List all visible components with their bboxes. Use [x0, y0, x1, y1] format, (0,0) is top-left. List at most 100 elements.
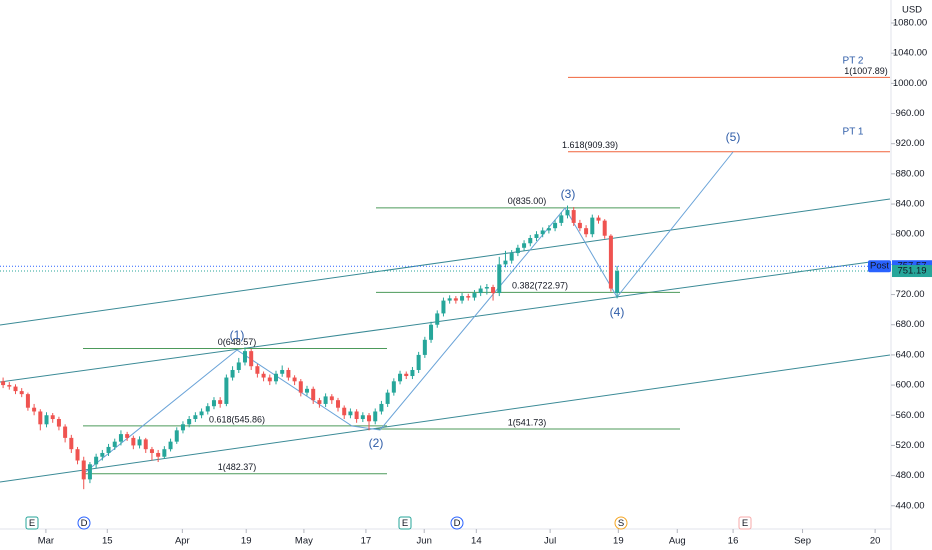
candle-body	[211, 400, 216, 407]
candle	[125, 431, 130, 441]
y-tick-label: 1080.00	[893, 18, 927, 29]
candle-body	[484, 287, 489, 289]
x-tick-label: Jul	[544, 536, 556, 547]
candle	[422, 336, 427, 358]
candle-body	[218, 400, 223, 404]
candle-body	[305, 388, 310, 393]
candle-body	[391, 381, 396, 393]
candle-body	[56, 419, 61, 427]
candle-body	[540, 230, 545, 235]
candle	[50, 412, 55, 423]
candle	[236, 357, 241, 374]
candle	[63, 424, 68, 443]
candle-body	[156, 452, 161, 457]
candle	[187, 416, 192, 428]
candle-body	[174, 430, 179, 442]
candle	[336, 397, 341, 412]
event-label: D	[454, 518, 461, 529]
candle-body	[224, 377, 229, 404]
y-tick-label: 680.00	[895, 319, 924, 330]
x-tick-label: Apr	[175, 536, 190, 547]
candle	[149, 446, 154, 461]
x-tick-label: 20	[870, 536, 881, 547]
candle-body	[236, 362, 241, 370]
candle	[143, 437, 148, 453]
wave-label: (2)	[369, 436, 384, 450]
candle	[398, 370, 403, 385]
candle	[460, 293, 465, 304]
candle-body	[7, 385, 12, 387]
x-tick-label: 15	[102, 536, 113, 547]
candle-body	[528, 237, 533, 244]
candle-body	[615, 271, 620, 294]
candle-body	[13, 386, 18, 392]
y-tick-label: 520.00	[895, 440, 924, 451]
y-tick-label: 640.00	[895, 349, 924, 360]
y-tick-label: 920.00	[895, 138, 924, 149]
candle-body	[44, 415, 49, 425]
event-icon	[614, 516, 628, 530]
target-label: PT 2	[843, 56, 864, 67]
candle-body	[267, 377, 272, 382]
candle-body	[81, 460, 86, 480]
candle	[342, 405, 347, 420]
candle	[13, 384, 18, 395]
candle-body	[87, 464, 92, 480]
candle	[429, 321, 434, 343]
candle-body	[38, 411, 43, 425]
candle	[255, 363, 260, 378]
candle	[69, 434, 74, 453]
candle-body	[503, 260, 508, 265]
candle-body	[577, 222, 582, 229]
candle-body	[478, 288, 483, 294]
candle	[416, 351, 421, 374]
candle	[528, 234, 533, 247]
candle-body	[298, 381, 303, 393]
candle-body	[522, 243, 527, 248]
price-label-box	[892, 265, 932, 278]
y-tick-label: 480.00	[895, 470, 924, 481]
candle	[522, 240, 527, 251]
event-icon	[77, 516, 91, 530]
candle	[584, 225, 589, 238]
candle	[484, 283, 489, 295]
candle	[218, 397, 223, 408]
candle-body	[69, 437, 74, 450]
wave-label: (4)	[610, 305, 625, 319]
candle-body	[429, 324, 434, 340]
candle	[447, 295, 452, 304]
candle	[453, 296, 458, 304]
candle	[19, 388, 24, 398]
candle-body	[472, 293, 477, 298]
candle	[509, 250, 514, 264]
candle-body	[584, 228, 589, 235]
candle-body	[509, 253, 514, 261]
candle	[56, 416, 61, 431]
candle-body	[354, 411, 359, 420]
candle	[224, 374, 229, 407]
candle-body	[602, 220, 607, 236]
candle-body	[553, 222, 558, 229]
level-label: 0.382(722.97)	[512, 281, 568, 291]
candle-body	[19, 391, 24, 395]
candle	[118, 430, 123, 446]
candle-body	[435, 313, 440, 325]
candle	[354, 409, 359, 423]
level-label: 0(835.00)	[508, 196, 547, 206]
candle-body	[571, 210, 576, 223]
candle	[534, 231, 539, 242]
candle-body	[100, 452, 105, 457]
candle	[323, 393, 328, 407]
candle	[478, 285, 483, 297]
x-tick-label: 16	[728, 536, 739, 547]
candle	[199, 408, 204, 419]
candle-body	[336, 400, 341, 408]
candle-body	[249, 351, 254, 367]
event-icon	[738, 516, 752, 530]
event-icon	[398, 516, 412, 530]
candle	[317, 397, 322, 408]
y-tick-label: 440.00	[895, 500, 924, 511]
candle	[249, 348, 254, 370]
candle	[292, 375, 297, 386]
candle	[602, 219, 607, 239]
